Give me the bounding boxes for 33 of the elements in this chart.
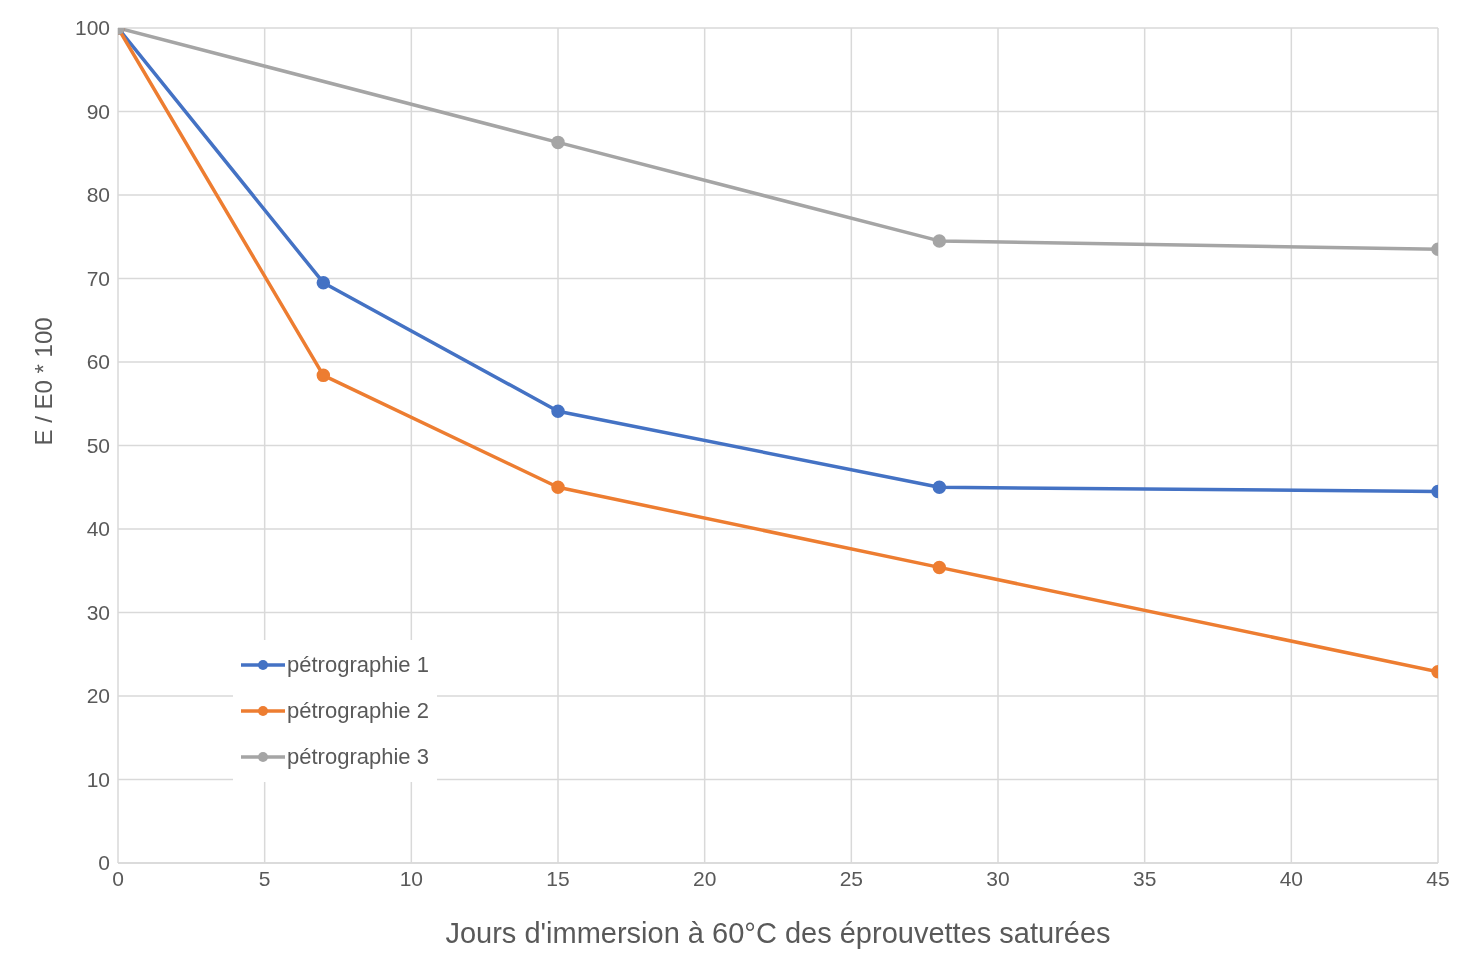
y-tick-label: 90 [86, 99, 110, 123]
point [551, 480, 565, 494]
y-tick-label: 60 [86, 350, 110, 374]
x-tick-label: 35 [1132, 866, 1157, 890]
legend-label: pétrographie 2 [287, 698, 429, 724]
point [932, 234, 947, 248]
x-tick-label: 20 [692, 866, 717, 890]
y-tick-label: 40 [86, 517, 110, 541]
point [551, 135, 565, 150]
point [932, 560, 947, 575]
x-tick-label: 45 [1426, 866, 1450, 890]
x-tick-label: 10 [399, 866, 424, 890]
x-tick-label: 30 [986, 866, 1010, 890]
y-axis-title: E / E0 * 100 [29, 317, 57, 446]
y-tick-label: 80 [86, 183, 110, 207]
x-tick-label: 40 [1279, 866, 1304, 890]
x-tick-label: 25 [839, 866, 864, 890]
point [316, 275, 331, 290]
x-tick-label: 15 [546, 866, 570, 890]
y-tick-label: 100 [74, 16, 110, 40]
point [316, 368, 331, 383]
point [551, 404, 565, 419]
x-axis-title: Jours d'immersion à 60°C des éprouvettes saturées [445, 917, 1111, 949]
y-tick-label: 20 [86, 684, 110, 708]
y-tick-label: 10 [86, 767, 110, 791]
y-tick-label: 70 [86, 266, 110, 290]
legend-label: pétrographie 1 [287, 652, 429, 678]
y-tick-label: 30 [86, 600, 110, 624]
x-tick-label: 5 [258, 866, 271, 890]
y-tick-label: 50 [86, 433, 110, 457]
point [932, 480, 947, 494]
y-tick-label: 0 [98, 851, 110, 875]
legend-label: pétrographie 3 [287, 744, 429, 770]
